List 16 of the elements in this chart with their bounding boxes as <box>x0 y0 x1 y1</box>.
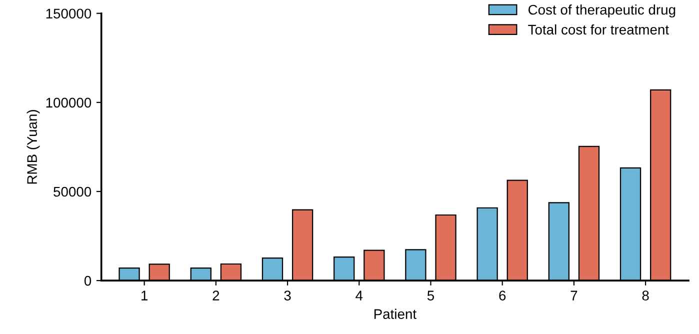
y-tick-label: 50000 <box>54 186 92 197</box>
x-axis-title: Patient <box>374 308 416 319</box>
y-axis-title: RMB (Yuan) <box>26 110 40 184</box>
y-tick-label: 150000 <box>46 8 92 19</box>
x-tick-label: 7 <box>570 290 578 300</box>
x-tick-label: 2 <box>212 290 220 300</box>
x-tick-label: 1 <box>142 290 148 300</box>
legend-label: Cost of therapeutic drug <box>528 4 676 18</box>
x-tick-label: 8 <box>642 290 649 300</box>
x-tick-label: 4 <box>356 290 363 300</box>
x-tick-label: 3 <box>284 290 291 300</box>
legend-label: Total cost for treatment <box>528 24 669 35</box>
x-tick-label: 5 <box>427 290 434 300</box>
y-tick-label: 100000 <box>46 98 92 108</box>
y-tick-label: 0 <box>84 276 92 286</box>
x-tick-label: 6 <box>499 290 506 300</box>
